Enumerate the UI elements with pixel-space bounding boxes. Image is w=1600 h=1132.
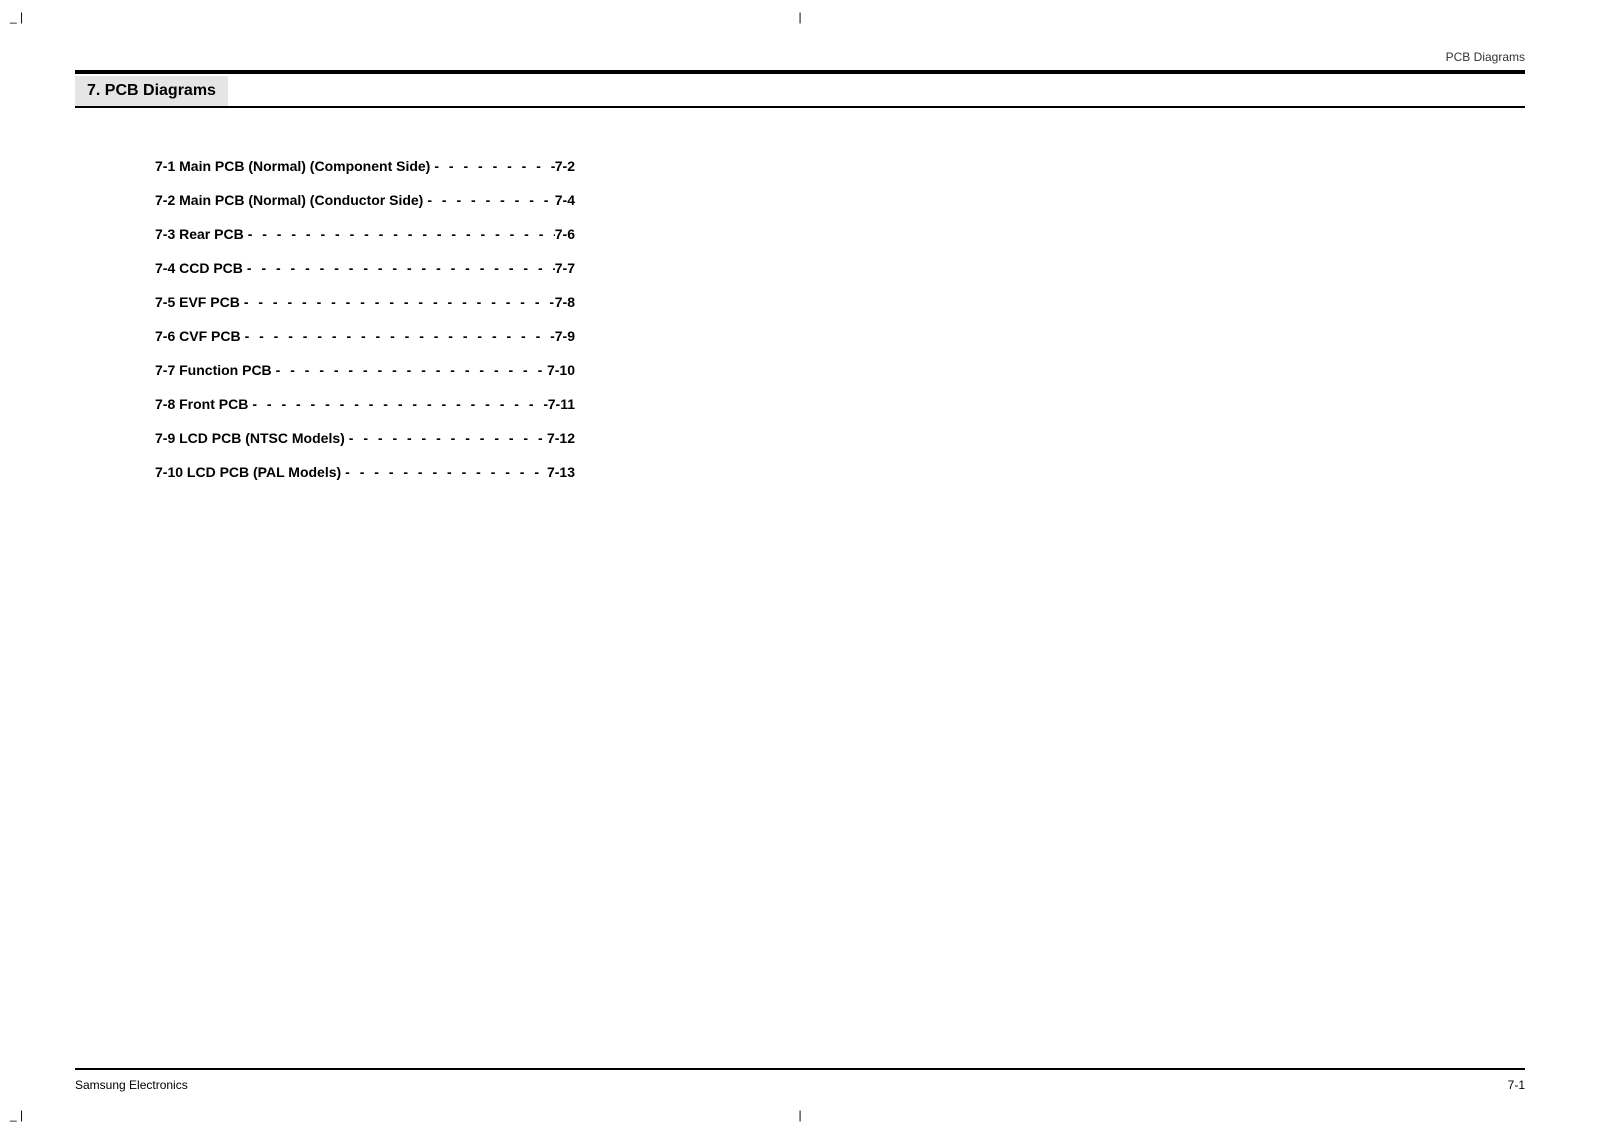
toc-label: 7-6 CVF PCB	[155, 328, 241, 344]
toc-label: 7-1 Main PCB (Normal) (Component Side)	[155, 158, 430, 174]
toc-leader: - - - - - - - - - - - - - - - - - - - - …	[423, 192, 554, 208]
crop-mark-top-left: _ |	[10, 10, 23, 24]
toc-item: 7-4 CCD PCB - - - - - - - - - - - - - - …	[155, 260, 575, 276]
toc-item: 7-8 Front PCB - - - - - - - - - - - - - …	[155, 396, 575, 412]
toc-page: 7-12	[547, 430, 575, 446]
toc-item: 7-9 LCD PCB (NTSC Models) - - - - - - - …	[155, 430, 575, 446]
footer-right: 7-1	[1508, 1078, 1525, 1092]
footer-left: Samsung Electronics	[75, 1078, 188, 1092]
toc-leader: - - - - - - - - - - - - - - - - - - - - …	[243, 260, 555, 276]
toc-page: 7-7	[555, 260, 575, 276]
toc-page: 7-4	[555, 192, 575, 208]
toc-page: 7-2	[555, 158, 575, 174]
toc-label: 7-9 LCD PCB (NTSC Models)	[155, 430, 345, 446]
toc-leader: - - - - - - - - - - - - - - - - - - - - …	[345, 430, 547, 446]
toc-page: 7-13	[547, 464, 575, 480]
toc-label: 7-8 Front PCB	[155, 396, 248, 412]
toc-label: 7-3 Rear PCB	[155, 226, 244, 242]
top-rule	[75, 70, 1525, 74]
toc-item: 7-1 Main PCB (Normal) (Component Side) -…	[155, 158, 575, 174]
page-container: PCB Diagrams 7. PCB Diagrams 7-1 Main PC…	[0, 0, 1600, 1132]
toc-page: 7-8	[555, 294, 575, 310]
crop-mark-bottom-left: _ |	[10, 1108, 23, 1122]
toc-label: 7-4 CCD PCB	[155, 260, 243, 276]
table-of-contents: 7-1 Main PCB (Normal) (Component Side) -…	[155, 158, 1525, 498]
toc-item: 7-3 Rear PCB - - - - - - - - - - - - - -…	[155, 226, 575, 242]
section-title: 7. PCB Diagrams	[75, 76, 228, 106]
crop-mark-top-center: |	[798, 10, 801, 24]
toc-label: 7-7 Function PCB	[155, 362, 272, 378]
section-title-bar: 7. PCB Diagrams	[75, 76, 1525, 108]
toc-leader: - - - - - - - - - - - - - - - - - - - - …	[248, 396, 547, 412]
running-header: PCB Diagrams	[75, 50, 1525, 64]
toc-leader: - - - - - - - - - - - - - - - - - - - - …	[341, 464, 547, 480]
toc-label: 7-5 EVF PCB	[155, 294, 240, 310]
toc-page: 7-9	[555, 328, 575, 344]
toc-leader: - - - - - - - - - - - - - - - - - - - - …	[241, 328, 555, 344]
toc-item: 7-5 EVF PCB - - - - - - - - - - - - - - …	[155, 294, 575, 310]
crop-mark-bottom-center: |	[798, 1108, 801, 1122]
toc-item: 7-10 LCD PCB (PAL Models) - - - - - - - …	[155, 464, 575, 480]
toc-label: 7-2 Main PCB (Normal) (Conductor Side)	[155, 192, 423, 208]
page-footer: Samsung Electronics 7-1	[75, 1068, 1525, 1092]
toc-page: 7-10	[547, 362, 575, 378]
toc-page: 7-11	[548, 396, 575, 412]
toc-item: 7-7 Function PCB - - - - - - - - - - - -…	[155, 362, 575, 378]
toc-leader: - - - - - - - - - - - - - - - - - - - - …	[430, 158, 554, 174]
toc-leader: - - - - - - - - - - - - - - - - - - - - …	[244, 226, 555, 242]
toc-leader: - - - - - - - - - - - - - - - - - - - - …	[240, 294, 555, 310]
toc-page: 7-6	[555, 226, 575, 242]
toc-label: 7-10 LCD PCB (PAL Models)	[155, 464, 341, 480]
toc-item: 7-2 Main PCB (Normal) (Conductor Side) -…	[155, 192, 575, 208]
toc-leader: - - - - - - - - - - - - - - - - - - - - …	[272, 362, 547, 378]
toc-item: 7-6 CVF PCB - - - - - - - - - - - - - - …	[155, 328, 575, 344]
